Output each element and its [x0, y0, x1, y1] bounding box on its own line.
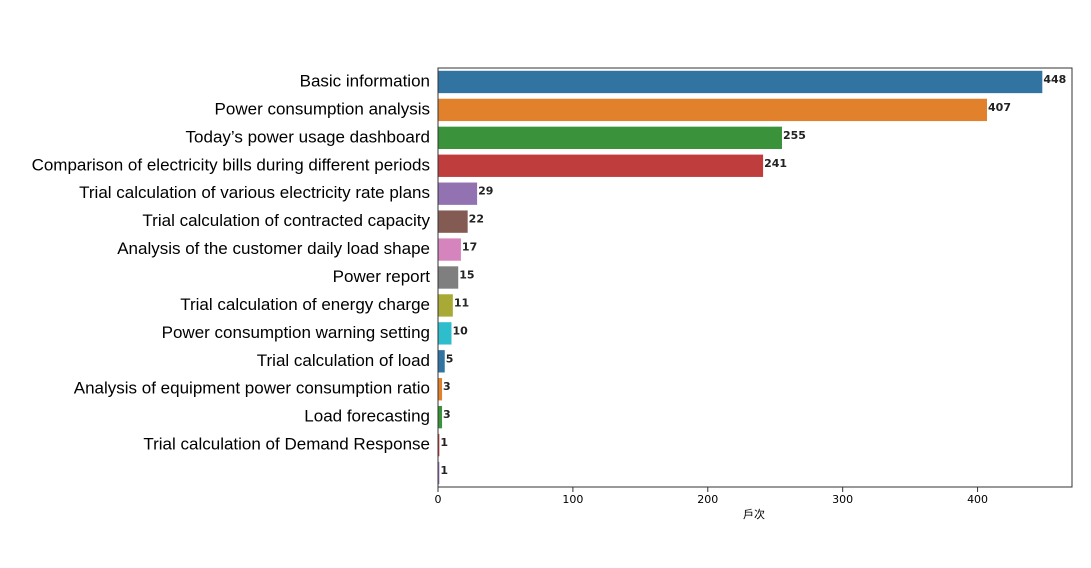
x-tick-label: 0 [435, 493, 442, 506]
value-label: 11 [454, 296, 469, 309]
y-tick-label: Trial calculation of load [257, 351, 430, 370]
y-tick-label: Load forecasting [304, 407, 430, 426]
value-label: 17 [462, 241, 477, 254]
y-tick-label: Today’s power usage dashboard [186, 127, 430, 146]
bar [438, 433, 440, 457]
bar [438, 461, 440, 485]
value-label: 15 [459, 269, 474, 282]
bar [438, 70, 1043, 94]
bar [438, 294, 453, 317]
bar [438, 378, 443, 401]
value-label: 3 [443, 380, 451, 393]
value-label: 241 [764, 157, 787, 170]
y-tick-label: Power consumption warning setting [162, 323, 430, 342]
y-tick-label: Analysis of equipment power consumption … [74, 379, 430, 398]
value-label: 255 [783, 129, 806, 142]
value-label: 407 [988, 101, 1011, 114]
y-tick-label: Comparison of electricity bills during d… [32, 155, 430, 174]
bar [438, 98, 988, 122]
bar [438, 126, 782, 150]
bar [438, 182, 478, 205]
bar [438, 238, 461, 261]
x-tick-label: 100 [562, 493, 583, 506]
value-label: 448 [1043, 73, 1066, 86]
value-label: 3 [443, 408, 451, 421]
bar [438, 266, 459, 289]
y-tick-label: Basic information [300, 71, 430, 90]
x-axis-label: 戶次 [743, 507, 765, 521]
plot-frame [437, 67, 1073, 488]
bar [438, 405, 443, 429]
y-tick-label: Trial calculation of contracted capacity [142, 211, 430, 230]
bar [438, 350, 445, 373]
y-tick-label: Power report [333, 267, 431, 286]
y-tick-label: Analysis of the customer daily load shap… [117, 239, 430, 258]
value-label: 29 [478, 185, 493, 198]
bar [438, 154, 764, 177]
value-label: 1 [440, 464, 448, 477]
y-tick-label: Power consumption analysis [215, 99, 430, 118]
value-label: 5 [446, 352, 454, 365]
value-label: 10 [452, 324, 468, 337]
x-tick-label: 300 [832, 493, 853, 506]
x-tick-label: 200 [697, 493, 718, 506]
y-tick-label: Trial calculation of energy charge [180, 295, 430, 314]
value-label: 1 [440, 436, 448, 449]
x-tick-label: 400 [967, 493, 988, 506]
y-tick-label: Trial calculation of various electricity… [79, 183, 430, 202]
bar [438, 210, 468, 233]
value-label: 22 [469, 213, 484, 226]
bar [438, 322, 452, 345]
y-tick-label: Trial calculation of Demand Response [143, 435, 430, 454]
